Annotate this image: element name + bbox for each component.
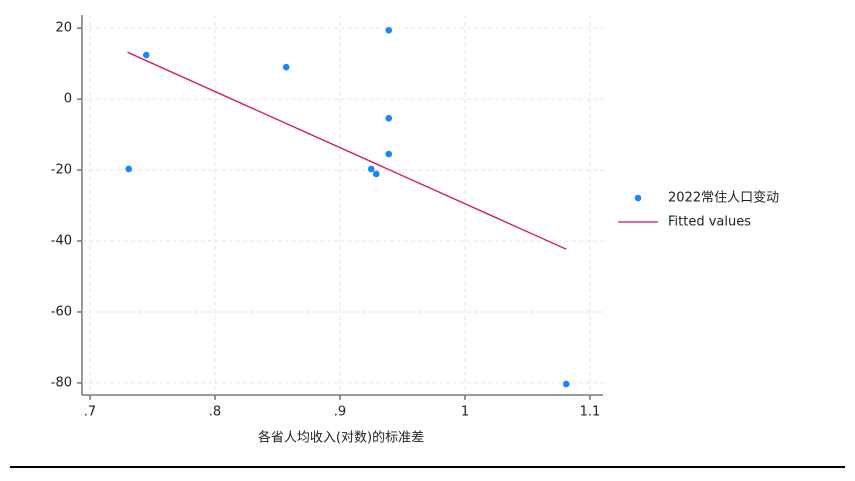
- point: [385, 114, 393, 122]
- x-tick-label: .9: [334, 405, 346, 420]
- legend-swatch: [634, 194, 642, 202]
- x-tick-label: .8: [209, 405, 221, 420]
- point: [282, 63, 290, 71]
- x-tick-label: .7: [84, 405, 96, 420]
- point: [562, 380, 570, 388]
- legend-label: 2022常住人口变动: [668, 190, 779, 206]
- y-tick-label: -20: [51, 163, 72, 178]
- point: [142, 51, 150, 59]
- y-tick-label: -60: [51, 304, 72, 319]
- y-tick-label: -40: [51, 234, 72, 249]
- point: [385, 150, 393, 158]
- y-tick-label: 20: [55, 21, 72, 36]
- x-tick-label: 1: [461, 405, 469, 420]
- point: [125, 165, 133, 173]
- point: [385, 26, 393, 34]
- x-axis-title: 各省人均收入(对数)的标准差: [258, 430, 424, 446]
- legend-label: Fitted values: [668, 215, 751, 230]
- x-tick-label: 1.1: [580, 405, 601, 420]
- point: [367, 165, 375, 173]
- y-tick-label: 0: [64, 92, 72, 107]
- legend: 2022常住人口变动 Fitted values: [618, 190, 779, 230]
- y-tick-label: -80: [51, 375, 72, 390]
- point: [372, 170, 380, 178]
- fitted-line: [127, 51, 567, 250]
